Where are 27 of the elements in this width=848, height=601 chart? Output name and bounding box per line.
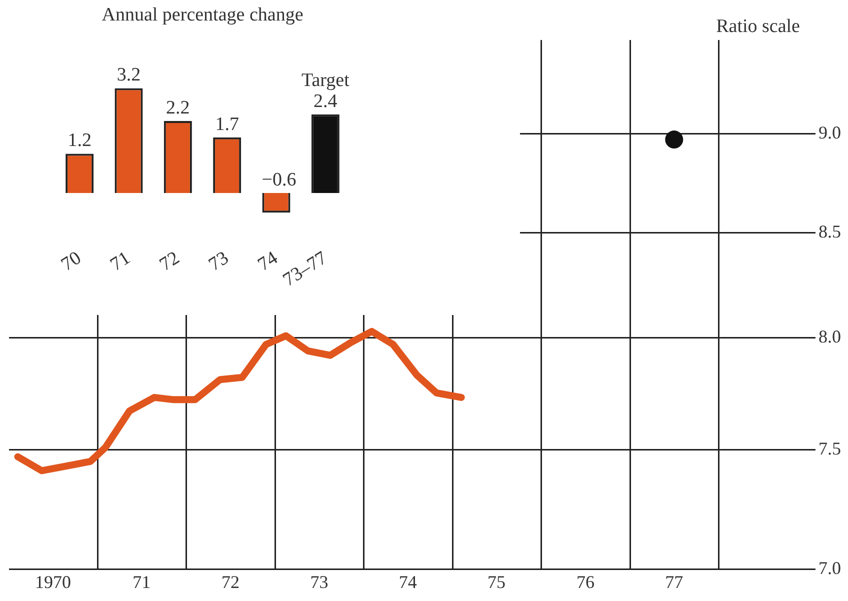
x-tick-label: 73 bbox=[310, 572, 328, 592]
data-label: 1.7 bbox=[215, 114, 239, 135]
x-tick-label: 73 bbox=[205, 248, 232, 276]
y-tick-label: 9.0 bbox=[818, 122, 841, 142]
y-axis-title: Ratio scale bbox=[716, 16, 800, 37]
y-tick-label: 8.0 bbox=[818, 326, 841, 347]
x-tick-label: 70 bbox=[58, 248, 85, 276]
data-label: 2.4 bbox=[314, 90, 338, 112]
x-tick-label: 74 bbox=[398, 572, 417, 592]
annotation: Target bbox=[301, 70, 350, 91]
data-label: −0.6 bbox=[262, 170, 296, 191]
x-tick-label: 76 bbox=[576, 572, 594, 592]
x-tick-label: 74 bbox=[254, 247, 282, 276]
x-tick-label: 71 bbox=[106, 248, 134, 276]
chart-title: Annual percentage change bbox=[102, 4, 304, 26]
data-label: 3.2 bbox=[116, 64, 141, 86]
x-tick-label: 1970 bbox=[34, 572, 71, 592]
x-tick-label: 75 bbox=[488, 572, 506, 592]
x-tick-label: 72 bbox=[222, 572, 240, 592]
y-tick-label: 7.5 bbox=[818, 438, 841, 459]
y-tick-label: 8.5 bbox=[818, 222, 841, 242]
x-tick-label: 72 bbox=[156, 248, 184, 276]
x-tick-label: 77 bbox=[665, 572, 684, 592]
data-label: 1.2 bbox=[68, 130, 92, 152]
y-tick-label: 7.0 bbox=[818, 558, 841, 578]
x-tick-label: 71 bbox=[132, 572, 151, 592]
data-label: 2.2 bbox=[166, 97, 190, 118]
